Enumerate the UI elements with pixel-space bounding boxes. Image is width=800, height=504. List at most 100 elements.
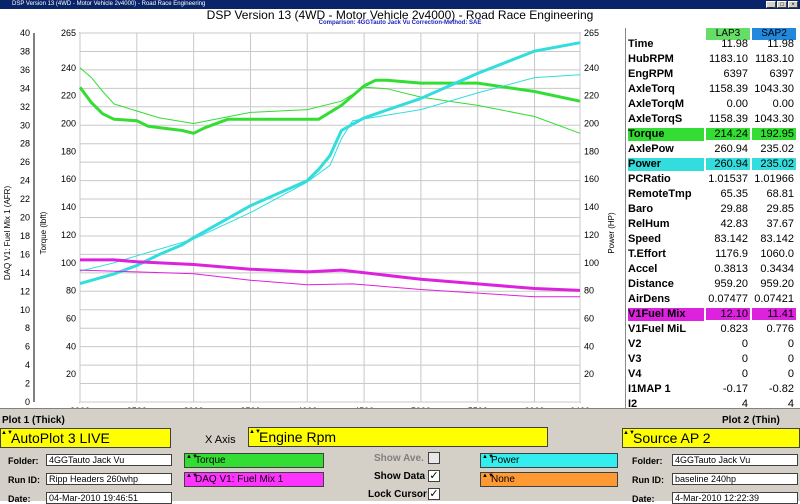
series-select-fuel[interactable]: ▲▼ DAQ V1: Fuel Mix 1: [184, 472, 324, 487]
spin-arrows-icon[interactable]: ▲▼: [1, 430, 13, 436]
y-left-outer-tick-label: 24: [20, 176, 30, 186]
table-row: EngRPM 6397 6397: [626, 68, 800, 81]
dropdown-arrows-icon: ▲▼: [186, 473, 198, 479]
table-row-label: V3: [628, 353, 642, 365]
y-left-inner-tick-label: 100: [61, 258, 76, 268]
plot2-runid-field[interactable]: baseline 240hp: [672, 473, 798, 485]
y-right-tick-label: 80: [584, 286, 594, 296]
show-ave-checkbox[interactable]: [428, 452, 440, 464]
table-row-value-sap2: 0.00: [772, 98, 794, 110]
y-left-outer-tick-label: 28: [20, 139, 30, 149]
table-row-label: V1Fuel MiL: [628, 323, 687, 335]
dyno-chart[interactable]: 2000250030003500400045005000550060006400…: [0, 28, 625, 408]
plot1-date-field[interactable]: 04-Mar-2010 19:46:51: [46, 492, 172, 504]
table-row-value-sap2: -0.82: [768, 383, 794, 395]
table-row-value-sap2: 1.01966: [754, 173, 794, 185]
y-right-tick-label: 60: [584, 313, 594, 323]
maximize-button[interactable]: □: [777, 1, 787, 8]
plot1-folder-field[interactable]: 4GGTauto Jack Vu: [46, 454, 172, 466]
table-row-value-lap3: 0.00: [726, 98, 748, 110]
chart-svg[interactable]: 2000250030003500400045005000550060006400…: [0, 28, 625, 408]
series-select-torque-label: Torque: [195, 455, 226, 466]
y-right-tick-label: 40: [584, 341, 594, 351]
plot1-source-select[interactable]: ▲▼ AutoPlot 3 LIVE: [0, 428, 171, 448]
x-tick-label: 3500: [240, 406, 260, 408]
y-left-outer-tick-label: 34: [20, 83, 30, 93]
y-right-tick-label: 200: [584, 119, 599, 129]
show-data-checkbox[interactable]: ✓: [428, 470, 440, 482]
table-row-value-sap2: 192.95: [752, 128, 796, 140]
y-left-outer-tick-label: 2: [25, 379, 30, 389]
spin-arrows-icon[interactable]: ▲▼: [249, 429, 261, 435]
plot2-folder-field[interactable]: 4GGTauto Jack Vu: [672, 454, 798, 466]
table-row-value-sap2: 4: [787, 398, 794, 410]
y-right-tick-label: 180: [584, 146, 599, 156]
series-line-daq-v1-fuel-mix-1-thick: [80, 258, 581, 292]
table-row-value-lap3: 6397: [723, 68, 748, 80]
window-titlebar-text: DSP Version 13 (4WD - Motor Vehicle 2v40…: [12, 1, 206, 7]
plot1-source-value: AutoPlot 3 LIVE: [11, 430, 110, 446]
y-right-tick-label: 120: [584, 230, 599, 240]
minimize-button[interactable]: _: [766, 1, 776, 8]
y-left-outer-tick-label: 38: [20, 46, 30, 56]
table-row-label: Accel: [628, 263, 658, 275]
y-left-inner-tick-label: 220: [61, 91, 76, 101]
x-tick-label: 2500: [127, 406, 147, 408]
y-left-inner-tick-label: 80: [66, 286, 76, 296]
y-left-inner-tick-label: 200: [61, 119, 76, 129]
table-row-label: RemoteTmp: [628, 188, 692, 200]
y-left-inner-tick-label: 40: [66, 341, 76, 351]
y-left-outer-tick-label: 8: [25, 323, 30, 333]
table-row-value-sap2: 0: [787, 353, 794, 365]
plot2-date-field[interactable]: 4-Mar-2010 12:22:39: [672, 492, 798, 504]
plot1-folder-label: Folder:: [8, 456, 39, 466]
table-row-label: V1Fuel Mix: [628, 308, 704, 321]
x-tick-label: 2000: [70, 406, 90, 408]
table-row-value-sap2: 0.776: [766, 323, 794, 335]
table-row: Baro 29.88 29.85: [626, 203, 800, 216]
y-left-inner-tick-label: 120: [61, 230, 76, 240]
table-row-value-lap3: 0.07477: [708, 293, 748, 305]
table-row-label: AxleTorqM: [628, 98, 685, 110]
table-row: AxlePow 260.94 235.02: [626, 143, 800, 156]
x-tick-label: 4000: [297, 406, 317, 408]
table-row-value-lap3: 65.35: [720, 188, 748, 200]
series-select-power[interactable]: ▲▼ Power: [480, 453, 618, 468]
table-row-value-lap3: 12.10: [706, 308, 750, 320]
y-left-inner-tick-label: 20: [66, 369, 76, 379]
plot2-folder-label: Folder:: [632, 456, 663, 466]
y-right-axis-label: Power (HP): [607, 212, 616, 254]
y-left-inner-tick-label: 265: [61, 28, 76, 38]
table-row: V3 0 0: [626, 353, 800, 366]
table-row-value-sap2: 1043.30: [754, 83, 794, 95]
y-left-outer-tick-label: 0: [25, 397, 30, 407]
table-row-value-lap3: 42.83: [720, 218, 748, 230]
x-axis-select[interactable]: ▲▼ Engine Rpm: [248, 427, 548, 447]
series-select-none[interactable]: ▲▼ None: [480, 472, 618, 487]
series-select-torque[interactable]: ▲▼ Torque: [184, 453, 324, 468]
lock-cursor-checkbox[interactable]: ✓: [428, 488, 440, 500]
table-row: V2 0 0: [626, 338, 800, 351]
table-row-label: I2: [628, 398, 638, 410]
spin-arrows-icon[interactable]: ▲▼: [623, 430, 635, 436]
y-left-outer-tick-label: 16: [20, 249, 30, 259]
table-row: V1Fuel Mix 12.10 11.41: [626, 308, 800, 321]
plot1-runid-field[interactable]: Ripp Headers 260whp: [46, 473, 172, 485]
table-row-label: Speed: [628, 233, 662, 245]
table-header-lap3: LAP3: [706, 28, 750, 40]
table-row-value-sap2: 0.3434: [760, 263, 794, 275]
dropdown-arrows-icon: ▲▼: [482, 454, 494, 460]
close-button[interactable]: ×: [788, 1, 798, 8]
x-tick-label: 4500: [354, 406, 374, 408]
table-row-value-lap3: 29.88: [720, 203, 748, 215]
plot2-source-select[interactable]: ▲▼ Source AP 2: [622, 428, 800, 448]
x-axis-value: Engine Rpm: [259, 429, 337, 445]
table-row: Torque 214.24 192.95: [626, 128, 800, 141]
table-row: AxleTorqS 1158.39 1043.30: [626, 113, 800, 126]
table-row: AxleTorq 1158.39 1043.30: [626, 83, 800, 96]
y-left-inner-tick-label: 240: [61, 63, 76, 73]
table-row-value-sap2: 235.02: [760, 143, 794, 155]
table-header-sap2: SAP2: [752, 28, 796, 40]
table-row-value-lap3: 0.3813: [714, 263, 748, 275]
table-row: I1MAP 1 -0.17 -0.82: [626, 383, 800, 396]
